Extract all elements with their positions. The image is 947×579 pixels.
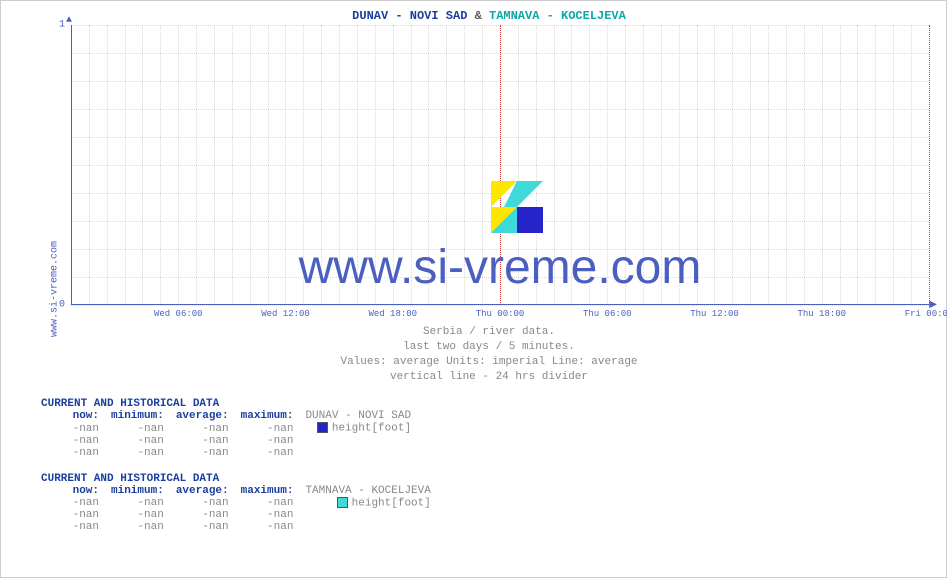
section-title: CURRENT AND HISTORICAL DATA <box>41 473 941 485</box>
divider-line <box>500 25 501 305</box>
table-cell: -nan <box>235 435 300 447</box>
column-header: minimum: <box>105 485 170 497</box>
section-title: CURRENT AND HISTORICAL DATA <box>41 398 941 410</box>
table-row: -nan-nan-nan-nan <box>41 509 437 521</box>
caption: Serbia / river data. last two days / 5 m… <box>37 325 941 384</box>
table-cell: -nan <box>41 435 105 447</box>
table-cell: -nan <box>105 497 170 509</box>
caption-line-2: last two days / 5 minutes. <box>37 340 941 355</box>
column-header: now: <box>41 410 105 422</box>
table-row: -nan-nan-nan-nan <box>41 447 417 459</box>
measure-label: height[foot] <box>299 422 417 434</box>
table-cell: -nan <box>41 521 105 533</box>
table-cell: -nan <box>235 497 300 509</box>
table-cell: -nan <box>170 497 235 509</box>
table-row: -nan-nan-nan-nanheight[foot] <box>41 497 437 509</box>
x-tick-label: Wed 12:00 <box>261 309 310 319</box>
table-cell: -nan <box>41 422 105 434</box>
data-table: now:minimum:average:maximum:TAMNAVA - KO… <box>41 485 437 533</box>
chart-container: DUNAV - NOVI SAD & TAMNAVA - KOCELJEVA ▶… <box>37 5 941 579</box>
table-cell: -nan <box>235 509 300 521</box>
x-tick-label: Thu 18:00 <box>797 309 846 319</box>
plot-area: ▶ ▲ www.si-vreme.com <box>71 25 929 305</box>
title-ampersand: & <box>475 9 482 23</box>
column-header: average: <box>170 410 235 422</box>
y-tick-label: 1 <box>59 20 79 31</box>
table-cell: -nan <box>170 422 235 434</box>
table-cell: -nan <box>41 447 105 459</box>
table-cell: -nan <box>105 447 170 459</box>
data-section: CURRENT AND HISTORICAL DATAnow:minimum:a… <box>41 398 941 458</box>
station-name: DUNAV - NOVI SAD <box>299 410 417 422</box>
caption-line-3: Values: average Units: imperial Line: av… <box>37 355 941 370</box>
measure-label: height[foot] <box>299 497 436 509</box>
table-cell: -nan <box>235 422 300 434</box>
y-axis <box>71 25 72 305</box>
table-row: -nan-nan-nan-nanheight[foot] <box>41 422 417 434</box>
table-cell: -nan <box>105 521 170 533</box>
table-row: -nan-nan-nan-nan <box>41 521 437 533</box>
x-tick-label: Thu 06:00 <box>583 309 632 319</box>
column-header: average: <box>170 485 235 497</box>
data-section: CURRENT AND HISTORICAL DATAnow:minimum:a… <box>41 473 941 533</box>
title-series-2: TAMNAVA - KOCELJEVA <box>489 9 626 23</box>
column-header: maximum: <box>235 485 300 497</box>
caption-line-1: Serbia / river data. <box>37 325 941 340</box>
table-cell: -nan <box>235 447 300 459</box>
chart-title: DUNAV - NOVI SAD & TAMNAVA - KOCELJEVA <box>37 5 941 25</box>
x-tick-label: Wed 18:00 <box>368 309 417 319</box>
data-table: now:minimum:average:maximum:DUNAV - NOVI… <box>41 410 417 458</box>
x-tick-label: Wed 06:00 <box>154 309 203 319</box>
column-header: minimum: <box>105 410 170 422</box>
table-cell: -nan <box>170 509 235 521</box>
logo-icon <box>491 181 543 233</box>
gridline-h <box>71 305 929 306</box>
caption-line-4: vertical line - 24 hrs divider <box>37 370 941 385</box>
x-tick-label: Fri 00:00 <box>905 309 947 319</box>
station-name: TAMNAVA - KOCELJEVA <box>299 485 436 497</box>
table-cell: -nan <box>170 435 235 447</box>
series-swatch-icon <box>317 422 328 433</box>
series-swatch-icon <box>337 497 348 508</box>
column-header: now: <box>41 485 105 497</box>
divider-line <box>929 25 930 305</box>
column-header: maximum: <box>235 410 300 422</box>
table-cell: -nan <box>170 447 235 459</box>
table-row: -nan-nan-nan-nan <box>41 435 417 447</box>
table-cell: -nan <box>105 509 170 521</box>
table-cell: -nan <box>105 422 170 434</box>
y-tick-label: 0 <box>59 300 79 311</box>
x-tick-label: Thu 00:00 <box>476 309 525 319</box>
x-axis <box>71 304 929 305</box>
table-cell: -nan <box>170 521 235 533</box>
table-cell: -nan <box>105 435 170 447</box>
table-cell: -nan <box>41 497 105 509</box>
table-cell: -nan <box>41 509 105 521</box>
table-cell: -nan <box>235 521 300 533</box>
title-series-1: DUNAV - NOVI SAD <box>352 9 467 23</box>
x-tick-label: Thu 12:00 <box>690 309 739 319</box>
